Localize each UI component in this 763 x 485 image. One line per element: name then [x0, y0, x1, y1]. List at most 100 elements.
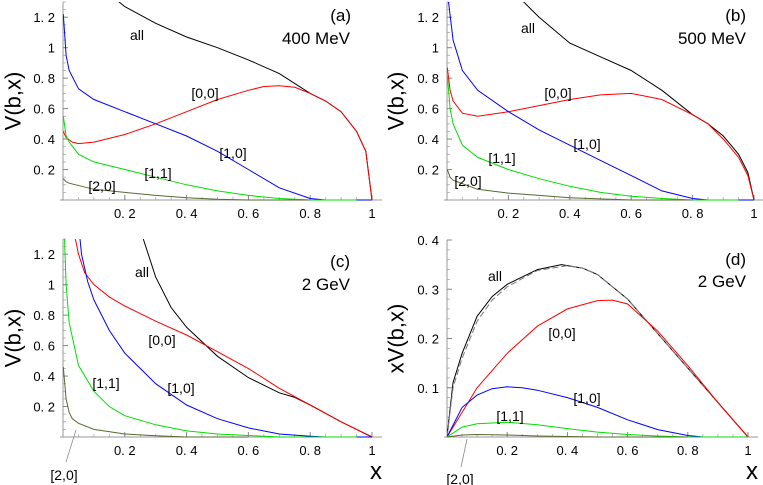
energy-label: 2 GeV — [698, 272, 747, 291]
series-line-11 — [63, 116, 357, 201]
series-line-20 — [63, 366, 249, 438]
y-tick-label: 0. 4 — [33, 369, 55, 384]
x-tick-label: 0. 2 — [496, 443, 518, 458]
series-line-all — [523, 2, 755, 201]
y-tick-label: 0. 8 — [417, 71, 439, 86]
series-line-10 — [63, 14, 372, 201]
series-label: [2,0] — [50, 467, 77, 483]
panel-c: 0. 2 0. 4 0. 6 0. 8 1 0. 2 0. 4 0. 6 0. 8 1 1. 2 V(… — [1, 238, 382, 485]
x-tick-label: 1 — [368, 206, 375, 221]
x-tick-label: 1 — [744, 443, 751, 458]
panel-a: 0. 2 0. 4 0. 6 0. 8 1 0. 2 0. 4 0. 6 0. 8 1 1. 2 V(… — [1, 1, 382, 221]
y-tick-label: 0. 6 — [33, 102, 55, 117]
x-tick-label: 0. 2 — [498, 206, 520, 221]
x-tick-label: 0. 8 — [299, 206, 321, 221]
series-line-11 — [447, 75, 739, 201]
y-tick-label: 0. 4 — [417, 132, 439, 147]
series-line-20 — [447, 169, 693, 201]
series-group — [447, 264, 749, 438]
series-label: [0,0] — [544, 85, 571, 101]
series-label: all — [130, 27, 144, 43]
series-label: [2,0] — [454, 173, 481, 189]
y-tick-label: 0. 4 — [33, 132, 55, 147]
series-label: [1,1] — [92, 375, 119, 391]
x-tick-label: 0. 6 — [617, 443, 639, 458]
series-label: all — [135, 264, 149, 280]
series-label: [1,1] — [488, 150, 515, 166]
y-tick-label: 1. 2 — [33, 247, 55, 262]
panel-label: (a) — [330, 6, 351, 25]
y-tick-label: 0. 8 — [33, 71, 55, 86]
series-label: [1,1] — [144, 165, 171, 181]
energy-label: 2 GeV — [302, 275, 351, 294]
series-line-11 — [447, 421, 748, 438]
series-line-10 — [447, 386, 748, 438]
x-tick-label: 0. 8 — [677, 443, 699, 458]
x-tick-label: 0. 6 — [238, 443, 260, 458]
series-line-00 — [74, 239, 373, 438]
series-label: [2,0] — [446, 471, 473, 485]
series-label: [1,0] — [573, 136, 600, 152]
x-tick-label: 0. 4 — [559, 206, 581, 221]
series-label: [1,0] — [573, 390, 600, 406]
x-tick-label: 0. 4 — [176, 443, 198, 458]
y-tick-label: 0. 2 — [417, 332, 439, 347]
y-axis-label: xV(b,x) — [384, 304, 409, 374]
series-label: [1,0] — [167, 380, 194, 396]
energy-label: 500 MeV — [678, 29, 747, 48]
y-tick-label: 1 — [48, 278, 55, 293]
label-leader-line — [460, 438, 468, 468]
panel-label: (c) — [330, 252, 350, 271]
series-group — [63, 239, 373, 438]
x-tick-label: 1 — [750, 206, 757, 221]
series-line-00 — [447, 299, 749, 438]
x-tick-label: 1 — [368, 443, 375, 458]
x-tick-label: 0. 4 — [176, 206, 198, 221]
y-tick-label: 0. 8 — [33, 308, 55, 323]
x-tick-label: 0. 2 — [114, 206, 136, 221]
series-label: [0,0] — [191, 85, 218, 101]
y-tick-label: 1. 2 — [417, 10, 439, 25]
series-label: all — [521, 20, 535, 36]
x-tick-label: 0. 4 — [557, 443, 579, 458]
panel-d: 0. 2 0. 4 0. 6 0. 8 1 0. 1 0. 2 0. 3 0. 4 xV(b,x)… — [384, 233, 758, 485]
series-line-all-dashed — [447, 265, 749, 438]
y-tick-label: 0. 2 — [417, 163, 439, 178]
y-tick-label: 0. 1 — [417, 381, 439, 396]
x-axis-label: x — [370, 458, 382, 485]
series-label: all — [488, 268, 502, 284]
series-label: [0,0] — [148, 332, 175, 348]
y-axis-label: V(b,x) — [384, 72, 409, 131]
y-tick-label: 1 — [48, 41, 55, 56]
y-axis-label: V(b,x) — [1, 309, 26, 368]
series-label: [1,1] — [496, 408, 523, 424]
y-axis-label: V(b,x) — [1, 72, 26, 131]
y-tick-label: 0. 4 — [417, 233, 439, 248]
x-axis-label: x — [746, 458, 758, 485]
series-group — [63, 2, 373, 201]
series-label: [1,0] — [219, 145, 246, 161]
series-line-00 — [63, 85, 373, 201]
series-line-20 — [447, 433, 688, 438]
label-leader-line — [65, 429, 77, 463]
y-tick-label: 0. 6 — [33, 339, 55, 354]
series-label: [2,0] — [88, 178, 115, 194]
x-tick-label: 0. 8 — [299, 443, 321, 458]
y-tick-label: 1 — [432, 41, 439, 56]
series-group — [447, 2, 755, 201]
series-line-00 — [447, 67, 755, 201]
panel-label: (b) — [725, 6, 746, 25]
x-tick-label: 0. 8 — [682, 206, 704, 221]
panel-label: (d) — [725, 250, 746, 269]
series-label: [0,0] — [548, 325, 575, 341]
y-tick-label: 0. 6 — [417, 102, 439, 117]
series-line-10 — [448, 2, 754, 201]
series-line-10 — [79, 239, 372, 438]
series-line-11 — [64, 239, 357, 438]
energy-label: 400 MeV — [282, 29, 351, 48]
x-tick-label: 0. 6 — [238, 206, 260, 221]
panel-b: 0. 2 0. 4 0. 6 0. 8 1 0. 2 0. 4 0. 6 0. 8 1 1. 2 V(… — [384, 1, 763, 221]
x-tick-label: 0. 6 — [620, 206, 642, 221]
y-tick-label: 0. 3 — [417, 282, 439, 297]
